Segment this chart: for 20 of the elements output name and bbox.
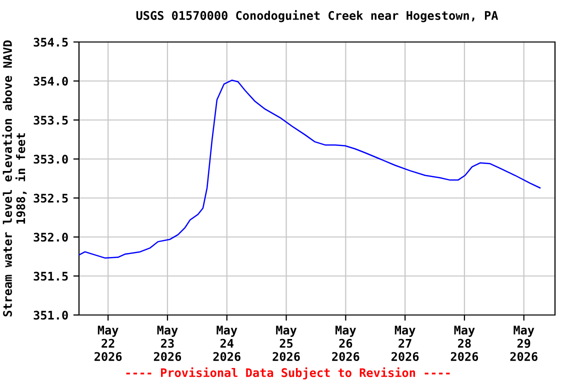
x-tick-label: May 26 2026 [332, 326, 360, 362]
y-tick-label: 352.0 [34, 232, 68, 242]
text: ---- Provisional Data Subject to Revision ---- [126, 367, 450, 380]
y-tick-label: 351.5 [34, 272, 68, 281]
y-tick-label: 351.0 [34, 310, 68, 320]
x-tick-label: May 25 2026 [272, 326, 300, 362]
chart-title: USGS 01570000 Conodoguinet Creek near Hogestown, PA [136, 10, 498, 22]
y-tick-label: 353.0 [34, 154, 68, 164]
x-tick-label: May 24 2026 [213, 326, 240, 362]
y-tick-label: 354.5 [34, 38, 68, 47]
y-axis-title: Stream water level elevation above NAVD 1988, in feet [2, 40, 27, 316]
x-tick-label: May 22 2026 [94, 326, 122, 362]
y-tick-label: 353.5 [34, 116, 68, 125]
y-tick-label: 352.5 [34, 194, 68, 203]
x-tick-label: May 29 2026 [510, 326, 538, 362]
x-tick-label: May 23 2026 [154, 326, 182, 362]
x-tick-label: May 28 2026 [450, 326, 478, 362]
line-series [79, 80, 541, 259]
x-tick-label: May 27 2026 [392, 326, 419, 362]
y-tick-label: 354.0 [34, 76, 68, 86]
